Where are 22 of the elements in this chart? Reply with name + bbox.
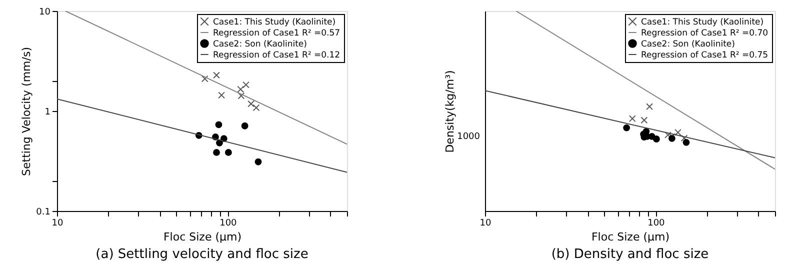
text: (b) Density and floc size — [551, 247, 709, 262]
text: (a) Settling velocity and floc size — [96, 247, 308, 262]
text: 1000 — [457, 132, 480, 142]
y-axis-title: Density(kg/m³) — [444, 70, 456, 153]
legend-label: Case2: Son (Kaolinite) — [641, 40, 735, 50]
y-axis-title: Setting Velocity (mm/s) — [20, 47, 34, 176]
legend-label: Case2: Son (Kaolinite) — [213, 40, 307, 50]
x-tick-label: 10 — [480, 218, 492, 228]
y-tick-label: 1 — [44, 108, 50, 118]
legend-label: Regression of Case1 R² =0.75 — [641, 50, 768, 60]
y-tick-label: 0.1 — [36, 208, 50, 218]
legend-label: Regression of Case1 R² =0.57 — [213, 28, 340, 38]
x-tick-label: 10 — [52, 218, 64, 228]
legend-label: Regression of Case1 R² =0.12 — [213, 50, 340, 60]
x-axis-title: Floc Size (µm) — [591, 230, 670, 244]
y-tick-label: 10 — [39, 8, 51, 18]
x-tick-label: 100 — [648, 218, 666, 228]
legend-label: Regression of Case1 R² =0.70 — [641, 28, 768, 38]
x-axis-title: Floc Size (µm) — [163, 230, 242, 244]
x-tick-label: 100 — [220, 218, 238, 228]
legend-label: Case1: This Study (Kaolinite) — [213, 18, 336, 28]
legend-label: Case1: This Study (Kaolinite) — [641, 18, 764, 28]
